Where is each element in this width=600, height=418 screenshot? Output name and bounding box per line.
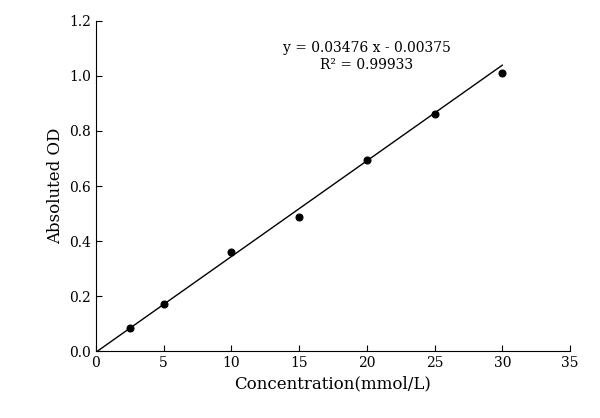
Text: R² = 0.99933: R² = 0.99933 xyxy=(320,58,413,72)
Text: y = 0.03476 x - 0.00375: y = 0.03476 x - 0.00375 xyxy=(283,41,451,56)
Y-axis label: Absoluted OD: Absoluted OD xyxy=(47,128,64,244)
X-axis label: Concentration(mmol/L): Concentration(mmol/L) xyxy=(235,375,431,393)
